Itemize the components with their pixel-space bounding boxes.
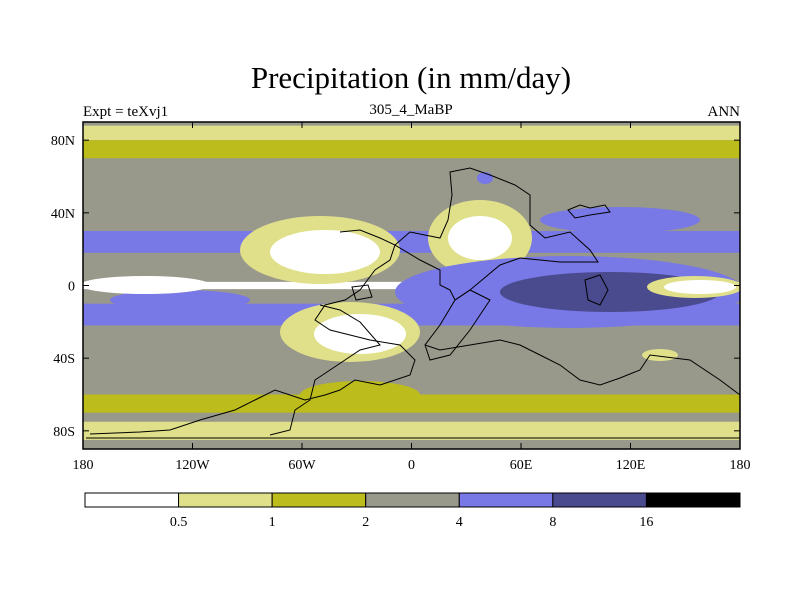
- colorbar-swatch: [552, 492, 647, 508]
- precip-zone-band: [83, 394, 740, 413]
- precip-feature: [110, 290, 250, 310]
- colorbar-label: 0.5: [170, 515, 188, 530]
- x-tick-label: 60W: [288, 458, 316, 473]
- precip-feature: [448, 216, 512, 260]
- colorbar-swatch: [178, 492, 273, 508]
- colorbar-label: 16: [639, 515, 653, 530]
- precip-feature: [477, 172, 493, 184]
- precip-feature: [314, 314, 406, 354]
- continent-outline: [584, 274, 609, 306]
- continent-outline: [424, 339, 740, 396]
- subtitle-period: 305_4_MaBP: [369, 102, 452, 118]
- continent-outline: [89, 229, 416, 435]
- x-tick-label: 60E: [510, 458, 533, 473]
- y-tick-label: 0: [68, 280, 75, 295]
- x-tick-label: 0: [408, 458, 415, 473]
- precip-feature: [642, 349, 678, 361]
- colorbar-label: 8: [549, 515, 556, 530]
- y-tick-label: 40N: [51, 207, 75, 222]
- x-tick-label: 180: [730, 458, 751, 473]
- chart-title: Precipitation (in mm/day): [251, 60, 571, 95]
- y-tick-label: 80S: [53, 425, 75, 440]
- precip-feature: [300, 381, 420, 409]
- precip-feature: [270, 230, 380, 274]
- precip-zone-band: [83, 421, 740, 440]
- continent-outline: [567, 204, 611, 219]
- precip-feature: [83, 276, 210, 294]
- colorbar-label: 4: [456, 515, 463, 530]
- x-tick-label: 180: [73, 458, 94, 473]
- colorbar-swatch: [84, 492, 180, 508]
- precip-zone-band: [83, 140, 740, 159]
- continent-outline: [424, 289, 491, 361]
- x-tick-label: 120W: [175, 458, 210, 473]
- precip-feature: [540, 207, 700, 233]
- y-tick-label: 40S: [53, 352, 75, 367]
- colorbar-label: 2: [362, 515, 369, 530]
- colorbar-swatch: [271, 492, 367, 508]
- precip-feature: [664, 280, 736, 294]
- y-tick-label: 80N: [51, 134, 75, 149]
- precip-zone-band: [83, 231, 740, 253]
- colorbar-label: 1: [269, 515, 276, 530]
- subtitle-experiment: Expt = teXvj1: [83, 104, 168, 120]
- continent-outline: [394, 167, 599, 301]
- precip-zone-band: [83, 125, 740, 141]
- colorbar-swatch: [458, 492, 554, 508]
- continent-outline: [351, 284, 373, 301]
- colorbar-swatch: [645, 492, 741, 508]
- continent-outline: [269, 304, 381, 436]
- subtitle-season: ANN: [708, 104, 741, 120]
- map-plot-area: [83, 122, 740, 449]
- x-tick-label: 120E: [616, 458, 646, 473]
- colorbar-swatch: [365, 492, 460, 508]
